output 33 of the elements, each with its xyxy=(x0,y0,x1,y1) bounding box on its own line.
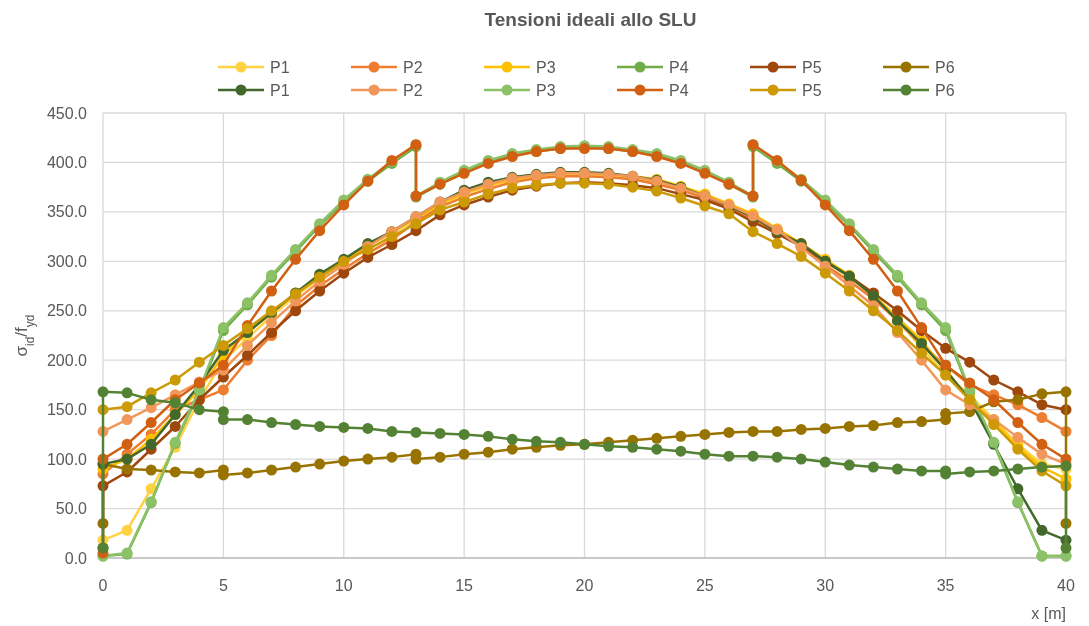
legend-label: P3 xyxy=(536,81,556,99)
legend-label: P2 xyxy=(403,58,423,76)
legend-label: P5 xyxy=(802,81,822,99)
x-tick-label: 15 xyxy=(455,576,474,594)
y-tick-label: 150.0 xyxy=(46,401,88,419)
chart-title: Tensioni ideali allo SLU xyxy=(484,9,697,30)
legend-label: P1 xyxy=(270,81,290,99)
y-tick-label: 0.0 xyxy=(64,549,88,567)
y-tick-label: 100.0 xyxy=(46,450,88,468)
legend-label: P1 xyxy=(270,58,290,76)
x-tick-label: 5 xyxy=(218,576,228,594)
y-tick-label: 400.0 xyxy=(46,154,88,172)
y-tick-label: 50.0 xyxy=(55,500,88,518)
legend-label: P5 xyxy=(802,58,822,76)
x-tick-label: 20 xyxy=(575,576,594,594)
y-tick-label: 250.0 xyxy=(46,302,88,320)
legend-label: P6 xyxy=(935,58,955,76)
legend-label: P3 xyxy=(536,58,556,76)
x-tick-label: 30 xyxy=(816,576,835,594)
x-tick-label: 10 xyxy=(334,576,353,594)
x-tick-label: 35 xyxy=(936,576,955,594)
x-tick-label: 40 xyxy=(1057,576,1075,594)
x-tick-label: 0 xyxy=(98,576,108,594)
x-axis-title: x [m] xyxy=(1031,604,1066,622)
y-tick-label: 350.0 xyxy=(46,203,88,221)
legend-label: P4 xyxy=(669,58,689,76)
y-tick-label: 200.0 xyxy=(46,351,88,369)
y-tick-label: 450.0 xyxy=(46,104,88,122)
x-tick-label: 25 xyxy=(695,576,714,594)
y-tick-label: 300.0 xyxy=(46,252,88,270)
legend-label: P4 xyxy=(669,81,689,99)
legend-label: P6 xyxy=(935,81,955,99)
legend-label: P2 xyxy=(403,81,423,99)
